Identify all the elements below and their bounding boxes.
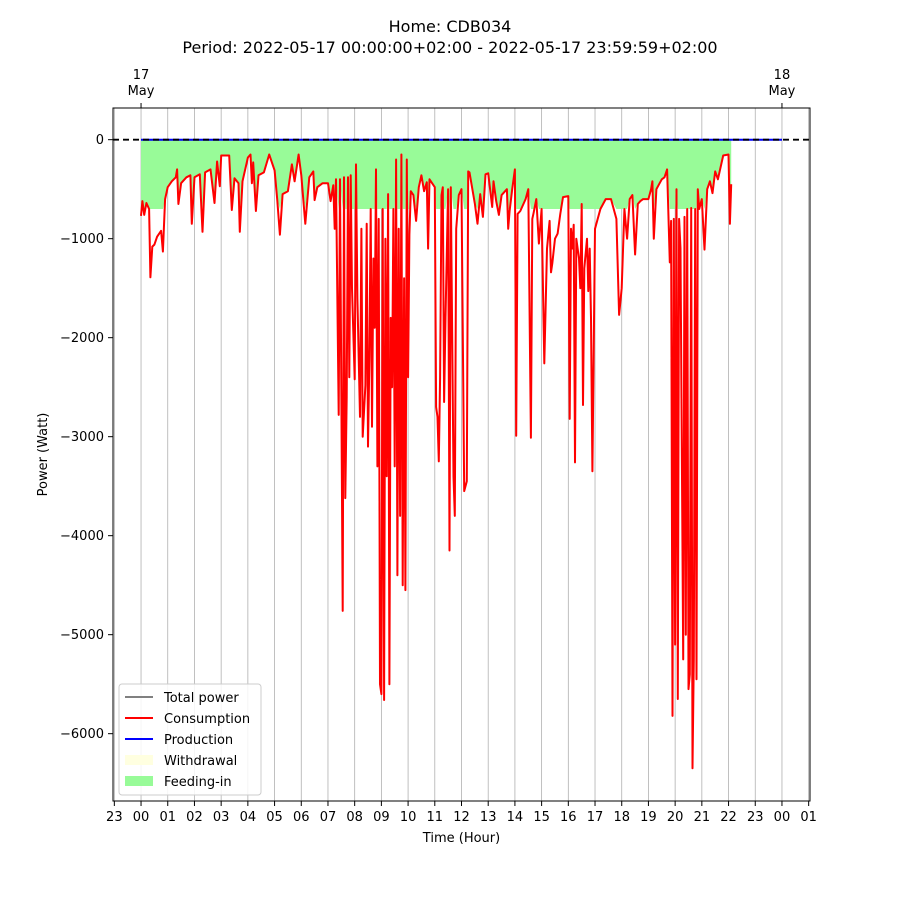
x-tick-label-23: 22: [720, 810, 737, 825]
top-tick-day-1: 18: [774, 68, 791, 83]
chart-subtitle: Period: 2022-05-17 00:00:00+02:00 - 2022…: [182, 38, 718, 57]
feeding-in-area-layer: [141, 139, 732, 209]
x-tick-label-12: 11: [427, 810, 444, 825]
x-tick-label-22: 21: [694, 810, 711, 825]
feeding-in-area: [141, 139, 732, 209]
x-tick-label-11: 10: [400, 810, 417, 825]
y-tick-label-6: −6000: [60, 727, 104, 742]
x-tick-label-19: 18: [613, 810, 630, 825]
y-tick-label-2: −2000: [60, 331, 104, 346]
x-tick-label-15: 14: [507, 810, 524, 825]
top-tick-month-0: May: [128, 84, 155, 99]
y-tick-label-4: −4000: [60, 529, 104, 544]
x-tick-label-2: 01: [159, 810, 176, 825]
legend: Total power Consumption Production Withdraw…: [118, 683, 262, 796]
x-tick-label-14: 13: [480, 810, 497, 825]
x-tick-label-1: 00: [133, 810, 150, 825]
x-tick-label-5: 04: [240, 810, 257, 825]
legend-label-4: Feeding-in: [164, 775, 232, 790]
x-tick-label-3: 02: [186, 810, 203, 825]
legend-swatch-4: [125, 776, 153, 786]
legend-label-1: Consumption: [164, 712, 250, 727]
x-tick-label-17: 16: [560, 810, 577, 825]
y-tick-label-0: 0: [96, 133, 104, 148]
x-tick-label-26: 01: [800, 810, 817, 825]
y-tick-label-3: −3000: [60, 430, 104, 445]
legend-label-2: Production: [164, 733, 233, 748]
x-tick-label-0: 23: [106, 810, 123, 825]
x-ticks: 23 00 01 02 03 04 05 06 07 08 09 10 11 12 13 14 15 16 17 18…: [106, 801, 817, 825]
x-tick-label-24: 23: [747, 810, 764, 825]
x-tick-label-25: 00: [774, 810, 791, 825]
x-tick-label-6: 05: [266, 810, 283, 825]
x-tick-label-10: 09: [373, 810, 390, 825]
legend-box: [118, 683, 262, 796]
legend-label-0: Total power: [163, 691, 239, 706]
y-axis-label: Power (Watt): [36, 413, 51, 497]
x-tick-label-8: 07: [320, 810, 337, 825]
chart-title-block: Home: CDB034 Period: 2022-05-17 00:00:00…: [0, 16, 900, 58]
chart-title: Home: CDB034: [388, 17, 512, 36]
x-tick-label-9: 08: [346, 810, 363, 825]
x-tick-label-21: 20: [667, 810, 684, 825]
x-tick-label-4: 03: [213, 810, 230, 825]
top-tick-month-1: May: [769, 84, 796, 99]
x-axis-label: Time (Hour): [422, 831, 500, 846]
x-tick-label-20: 19: [640, 810, 657, 825]
y-tick-label-5: −5000: [60, 628, 104, 643]
x-tick-label-16: 15: [533, 810, 550, 825]
y-tick-label-1: −1000: [60, 232, 104, 247]
legend-swatch-3: [125, 755, 153, 765]
x-tick-label-13: 12: [453, 810, 470, 825]
legend-label-3: Withdrawal: [164, 754, 237, 769]
top-tick-day-0: 17: [133, 68, 150, 83]
x-tick-label-18: 17: [587, 810, 604, 825]
y-ticks: 0 −1000 −2000 −3000 −4000 −5000 −6000: [60, 133, 113, 742]
x-tick-label-7: 06: [293, 810, 310, 825]
series-line-consumption: [140, 153, 733, 770]
